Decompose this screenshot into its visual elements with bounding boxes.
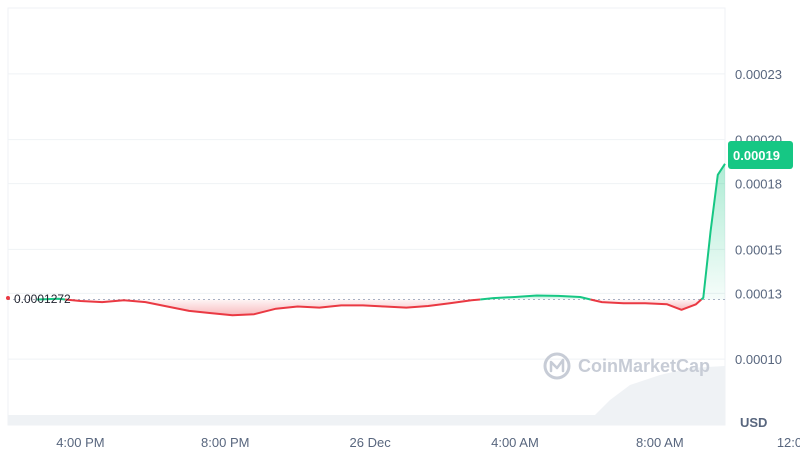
reference-value-label: 0.0001272 — [14, 292, 71, 306]
data-point — [717, 174, 719, 176]
y-tick-label: 0.00023 — [735, 67, 782, 82]
data-point — [666, 303, 668, 305]
data-point — [210, 312, 212, 314]
data-point — [681, 309, 683, 311]
data-point — [427, 305, 429, 307]
y-axis-ticks: 0.000100.000130.000150.000180.000200.000… — [735, 67, 782, 367]
price-line-up — [36, 297, 66, 301]
data-point — [449, 302, 451, 304]
data-point — [492, 297, 494, 299]
data-point — [471, 300, 473, 302]
coinmarketcap-logo-icon — [543, 352, 571, 380]
data-point — [536, 295, 538, 297]
price-line-up — [480, 294, 591, 301]
y-tick-label: 0.00018 — [735, 177, 782, 192]
price-line-down — [590, 298, 702, 311]
data-point — [623, 302, 625, 304]
data-point — [80, 300, 82, 302]
data-point — [384, 306, 386, 308]
watermark-text: CoinMarketCap — [578, 356, 710, 376]
x-tick-label: 4:00 PM — [56, 435, 104, 450]
x-tick-label: 12:00 PM — [777, 435, 800, 450]
x-axis-ticks: 4:00 PM 8:00 PM 26 Dec 4:00 AM 8:00 AM 12:00 … — [56, 435, 800, 450]
data-point — [724, 163, 726, 165]
price-line-up — [700, 163, 726, 301]
price-line-down — [65, 298, 481, 317]
currency-unit-label: USD — [740, 415, 767, 430]
x-tick-label: 4:00 AM — [491, 435, 539, 450]
area-fill-down — [65, 299, 481, 316]
price-lines — [36, 163, 726, 317]
current-price-badge: 0.00019 — [728, 141, 793, 169]
data-point — [253, 313, 255, 315]
data-point — [297, 306, 299, 308]
data-point — [275, 308, 277, 310]
data-point — [232, 314, 234, 316]
data-point — [101, 301, 103, 303]
data-point — [406, 307, 408, 309]
x-tick-label: 8:00 PM — [201, 435, 249, 450]
data-point — [362, 305, 364, 307]
y-tick-label: 0.00010 — [735, 352, 782, 367]
reference-start-dot — [6, 296, 10, 300]
data-point — [645, 302, 647, 304]
data-point — [579, 296, 581, 298]
data-point — [145, 301, 147, 303]
volume-area — [8, 366, 725, 425]
current-price-badge-bg — [728, 141, 793, 169]
data-point — [514, 296, 516, 298]
data-point — [188, 310, 190, 312]
x-tick-label: 26 Dec — [350, 435, 392, 450]
y-tick-label: 0.00015 — [735, 242, 782, 257]
watermark: CoinMarketCap — [543, 352, 710, 380]
data-point — [702, 297, 704, 299]
data-point — [710, 231, 712, 233]
y-tick-label: 0.00013 — [735, 286, 782, 301]
data-point — [695, 303, 697, 305]
data-point — [319, 307, 321, 309]
area-fills — [37, 163, 725, 316]
volume-shape — [8, 366, 725, 425]
data-point — [123, 300, 125, 302]
data-point — [601, 301, 603, 303]
current-price-badge-text: 0.00019 — [733, 148, 780, 163]
data-point — [340, 305, 342, 307]
data-point — [558, 295, 560, 297]
x-tick-label: 8:00 AM — [636, 435, 684, 450]
data-point — [167, 306, 169, 308]
